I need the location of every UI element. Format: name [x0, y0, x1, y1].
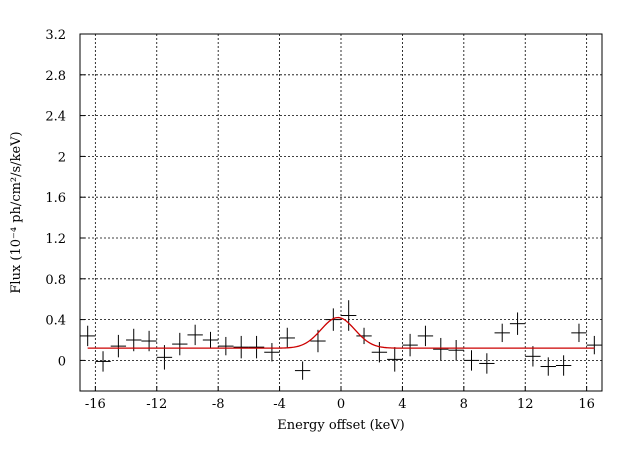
- data-point: [279, 327, 295, 349]
- data-point: [586, 335, 602, 355]
- data-point: [479, 353, 495, 374]
- x-tick-label: 16: [578, 397, 595, 412]
- data-point: [156, 345, 173, 370]
- y-axis-label: Flux (10⁻⁴ ph/cm²/s/keV): [9, 131, 24, 293]
- data-point: [248, 335, 265, 359]
- model-curve: [87, 316, 595, 349]
- plot-frame: [79, 33, 603, 392]
- y-tick-label: 0: [58, 354, 66, 369]
- data-point: [448, 340, 464, 361]
- y-tick-label: 0.8: [45, 273, 66, 288]
- data-point: [294, 361, 311, 380]
- tick-labels: -16 -12 -8 -4 0 4 8 12 16 3.2 2.8 2.4 2 1.6 1.2 0.8 0.4 0: [45, 28, 595, 412]
- data-point: [126, 328, 142, 352]
- data-point: [494, 323, 510, 343]
- data-point: [325, 308, 341, 331]
- x-tick-label: -4: [273, 397, 286, 412]
- data-point: [233, 335, 249, 359]
- y-tick-label: 1.6: [45, 191, 66, 206]
- data-point: [433, 337, 449, 361]
- x-tick-label: 0: [337, 397, 345, 412]
- data-point: [80, 325, 96, 347]
- y-tick-label: 2.8: [45, 69, 66, 84]
- data-point: [387, 347, 403, 372]
- y-tick-label: 0.4: [45, 314, 66, 329]
- data-point: [555, 355, 572, 376]
- data-marks: [80, 300, 602, 380]
- y-tick-label: 2.4: [45, 110, 66, 125]
- data-point: [264, 343, 280, 362]
- data-point: [402, 333, 418, 357]
- data-point: [110, 334, 127, 358]
- data-point: [341, 300, 357, 331]
- x-tick-label: 8: [460, 397, 468, 412]
- data-point: [463, 350, 480, 371]
- data-point: [172, 332, 188, 356]
- y-tick-label: 2: [58, 150, 66, 165]
- data-point: [540, 357, 556, 376]
- y-tick-label: 3.2: [45, 28, 66, 43]
- data-point: [187, 324, 203, 346]
- data-point: [525, 346, 541, 367]
- data-point: [356, 327, 372, 345]
- data-point: [417, 325, 434, 347]
- x-tick-label: -8: [212, 397, 225, 412]
- x-tick-label: 12: [517, 397, 534, 412]
- data-point: [371, 342, 388, 363]
- data-point: [509, 312, 526, 335]
- x-axis-label: Energy offset (keV): [277, 418, 404, 433]
- x-tick-label: -12: [146, 397, 167, 412]
- y-tick-label: 1.2: [45, 232, 66, 247]
- x-tick-label: -16: [85, 397, 106, 412]
- data-point: [571, 323, 587, 343]
- data-point: [218, 336, 234, 356]
- data-point: [95, 351, 111, 372]
- x-tick-label: 4: [398, 397, 406, 412]
- data-point: [202, 331, 219, 349]
